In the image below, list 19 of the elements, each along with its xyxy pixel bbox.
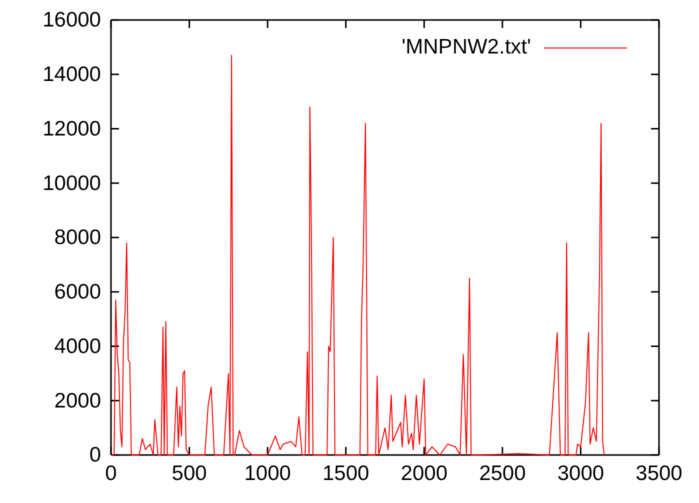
y-tick-label: 8000 bbox=[54, 226, 101, 250]
y-tick-label: 12000 bbox=[42, 117, 101, 140]
y-tick-label: 14000 bbox=[42, 63, 101, 86]
x-tick-label: 2000 bbox=[400, 462, 448, 485]
x-tick-label: 0 bbox=[105, 462, 117, 485]
y-tick-label: 4000 bbox=[54, 334, 101, 358]
y-tick-label: 6000 bbox=[54, 280, 101, 304]
y-tick-label: 2000 bbox=[54, 389, 101, 412]
x-tick-label: 500 bbox=[172, 462, 207, 485]
x-tick-label: 2500 bbox=[479, 462, 526, 485]
y-tick-label: 10000 bbox=[42, 172, 101, 195]
y-tick-label: 16000 bbox=[42, 8, 101, 32]
y-tick-label: 0 bbox=[89, 444, 101, 467]
x-tick-label: 1500 bbox=[322, 462, 370, 485]
legend-label: 'MNPNW2.txt' bbox=[402, 36, 531, 59]
x-tick-label: 1000 bbox=[244, 462, 291, 485]
x-tick-label: 3000 bbox=[557, 462, 604, 485]
line-series bbox=[110, 54, 605, 456]
x-tick-label: 3500 bbox=[636, 462, 682, 485]
